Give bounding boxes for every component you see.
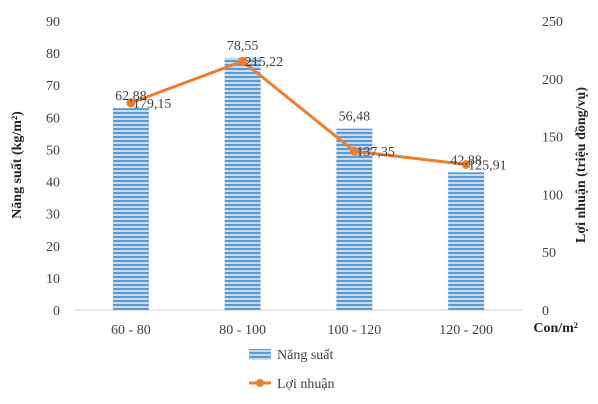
line-point [349,146,359,156]
x-tick-label: 120 - 200 [439,323,493,338]
bar-value-label: 62,88 [115,89,147,104]
line-point [238,56,248,66]
right-tick-label: 50 [542,246,556,261]
legend-line-label: Lợi nhuận [277,377,335,392]
left-axis-title: Năng suất (kg/m²) [10,111,25,219]
left-tick-label: 50 [46,143,60,158]
bar-series [112,57,485,311]
bar [224,57,261,310]
right-axis-title: Lợi nhuận (triệu đồng/vụ) [574,87,589,243]
line-data-labels: 179,15 215,22 137,35 125,91 [133,55,507,173]
left-y-axis-ticks: 0 10 20 30 40 50 60 70 80 90 [46,15,60,319]
left-tick-label: 10 [46,272,60,287]
left-tick-label: 20 [46,240,60,255]
left-tick-label: 60 [46,111,60,126]
legend-entry-line: Lợi nhuận [249,377,335,392]
line-point [126,98,136,108]
x-tick-label: 60 - 80 [111,323,151,338]
x-tick-label: 100 - 120 [328,323,382,338]
legend-entry-bar: Năng suất [249,348,333,363]
bar-value-label: 42,88 [450,153,482,168]
line-point [461,159,471,169]
bar [336,128,373,310]
legend-line-marker [256,379,264,387]
legend-bar-swatch [249,349,271,360]
legend-bar-label: Năng suất [277,348,333,363]
bar-value-label: 78,55 [227,39,259,54]
right-y-axis-ticks: 0 50 100 150 200 250 [542,15,563,319]
left-tick-label: 90 [46,15,60,30]
left-tick-label: 80 [46,47,60,62]
right-tick-label: 100 [542,188,563,203]
bar [448,172,485,310]
bar-data-labels: 62,88 78,55 56,48 42,88 [115,39,482,169]
left-tick-label: 30 [46,208,60,223]
right-tick-label: 200 [542,73,563,88]
line-value-label: 137,35 [356,145,395,160]
legend: Năng suất Lợi nhuận [249,348,335,392]
left-tick-label: 0 [53,304,60,319]
left-tick-label: 70 [46,79,60,94]
left-tick-label: 40 [46,176,60,191]
right-tick-label: 0 [542,304,549,319]
bar-value-label: 56,48 [339,110,371,125]
line-path [130,59,467,166]
right-tick-label: 150 [542,131,563,146]
bar [112,108,149,311]
line-value-label: 179,15 [133,97,172,112]
line-value-label: 215,22 [245,55,284,70]
line-series [126,56,471,169]
right-tick-label: 250 [542,15,563,30]
x-tick-label: 80 - 100 [219,323,266,338]
line-value-label: 125,91 [468,158,507,173]
x-axis-ticks: 60 - 80 80 - 100 100 - 120 120 - 200 [111,323,493,338]
x-axis-title: Con/m² [533,321,578,336]
